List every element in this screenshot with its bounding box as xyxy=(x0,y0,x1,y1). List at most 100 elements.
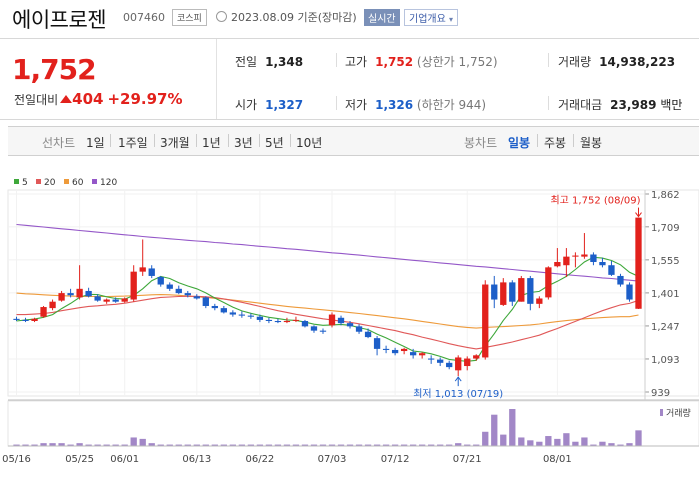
date-text: 2023.08.09 기준(장마감) xyxy=(231,11,357,24)
candle xyxy=(274,318,282,324)
legend-swatch xyxy=(64,179,69,184)
clock-icon xyxy=(216,11,227,22)
volume-bar xyxy=(76,443,83,446)
volume-legend-swatch xyxy=(660,409,663,416)
x-tick-label: 06/01 xyxy=(110,454,139,465)
tab-10y[interactable]: 10년 xyxy=(296,136,323,150)
candle xyxy=(527,275,534,311)
candle-body xyxy=(473,355,480,359)
prev-close: 전일 1,348 xyxy=(235,53,303,70)
candle xyxy=(626,282,633,302)
candle-body xyxy=(482,284,489,358)
x-tick-label: 05/16 xyxy=(2,454,31,465)
candle-body xyxy=(265,319,273,321)
volume-bar xyxy=(608,443,615,446)
tab-3y[interactable]: 3년 xyxy=(234,136,253,150)
candle xyxy=(112,297,119,303)
candle xyxy=(319,328,327,334)
candle-body xyxy=(364,331,372,338)
candle-body xyxy=(518,278,525,302)
candle xyxy=(238,311,246,318)
date-label: 2023.08.09 기준(장마감) xyxy=(216,9,357,25)
tab-daily[interactable]: 일봉 xyxy=(508,136,531,150)
candle-body xyxy=(446,362,453,368)
candle xyxy=(139,239,146,276)
volume-plot-frame xyxy=(7,400,699,447)
volume-bar xyxy=(265,444,273,446)
volume-legend-label: 거래량 xyxy=(666,407,691,419)
volume-bar xyxy=(617,444,624,446)
volume-bar xyxy=(391,444,399,446)
candle xyxy=(292,316,300,323)
low-value: 1,326 xyxy=(375,98,414,112)
prev-value: 1,348 xyxy=(265,55,304,69)
company-info-dropdown[interactable]: 기업개요 ▾ xyxy=(404,9,459,26)
trade-amount: 거래대금 23,989 백만 xyxy=(558,96,682,113)
volume-bar xyxy=(328,444,336,446)
candle-body xyxy=(175,288,182,294)
candle-body xyxy=(67,293,74,296)
volume-bar xyxy=(67,444,74,446)
chart-tabs: 선차트 1일 1주일 3개월 1년 3년 5년 10년 봉차트 일봉 주봉 월봉 xyxy=(8,126,699,156)
volume-bar xyxy=(157,444,164,446)
volume-bar xyxy=(229,444,237,446)
tab-monthly[interactable]: 월봉 xyxy=(580,136,603,150)
chevron-down-icon: ▾ xyxy=(449,15,454,24)
min-label: 최저 1,013 (07/19) xyxy=(413,388,503,400)
volume-bar xyxy=(373,444,381,446)
x-tick-label: 06/22 xyxy=(245,454,274,465)
candle xyxy=(49,299,56,311)
candle-body xyxy=(418,353,426,356)
realtime-button[interactable]: 실시간 xyxy=(364,9,400,26)
amount-unit: 백만 xyxy=(660,98,683,112)
tab-3m[interactable]: 3개월 xyxy=(160,136,190,150)
candle-body xyxy=(202,297,209,306)
candle-body xyxy=(608,265,615,275)
volume-bar xyxy=(166,444,173,446)
candle-body xyxy=(373,338,381,349)
tab-1d[interactable]: 1일 xyxy=(86,136,105,150)
divider xyxy=(336,53,337,67)
divider xyxy=(537,134,538,147)
divider xyxy=(336,96,337,110)
amount-label: 거래대금 xyxy=(558,98,603,112)
candle xyxy=(418,352,426,359)
tab-1w[interactable]: 1주일 xyxy=(118,136,148,150)
amount-value: 23,989 xyxy=(610,98,657,112)
volume-bar xyxy=(184,444,191,446)
candle xyxy=(85,287,92,298)
candle-body xyxy=(31,318,38,321)
candle xyxy=(590,252,597,266)
candle xyxy=(76,265,83,300)
tab-5y[interactable]: 5년 xyxy=(265,136,284,150)
candle-body xyxy=(310,326,318,331)
candle xyxy=(283,317,291,324)
candle-body xyxy=(76,288,83,298)
open-value: 1,327 xyxy=(265,98,304,112)
ma5-line xyxy=(16,256,639,362)
volume-bar xyxy=(482,431,489,446)
volume-bar xyxy=(148,443,155,446)
candle-body xyxy=(22,319,29,321)
tab-weekly[interactable]: 주봉 xyxy=(544,136,567,150)
min-arrow-head xyxy=(454,376,462,382)
volume-bar xyxy=(536,441,543,446)
volume-bar xyxy=(563,433,570,446)
y-tick-label: 939 xyxy=(651,388,670,399)
volume-bar xyxy=(581,437,588,446)
candle xyxy=(193,294,200,300)
candle-body xyxy=(247,315,255,317)
candle xyxy=(554,248,561,268)
candle-body xyxy=(256,316,264,320)
candle-body xyxy=(319,330,327,332)
volume-bar xyxy=(202,444,209,446)
candle-body xyxy=(274,320,282,323)
volume-bar xyxy=(31,444,38,446)
candle xyxy=(617,273,624,287)
volume-bar xyxy=(274,444,282,446)
candle xyxy=(31,317,38,323)
candle-body xyxy=(292,319,300,321)
price-change: 전일대비 404 +29.97% xyxy=(14,90,183,108)
candle xyxy=(148,265,155,279)
tab-1y[interactable]: 1년 xyxy=(202,136,221,150)
